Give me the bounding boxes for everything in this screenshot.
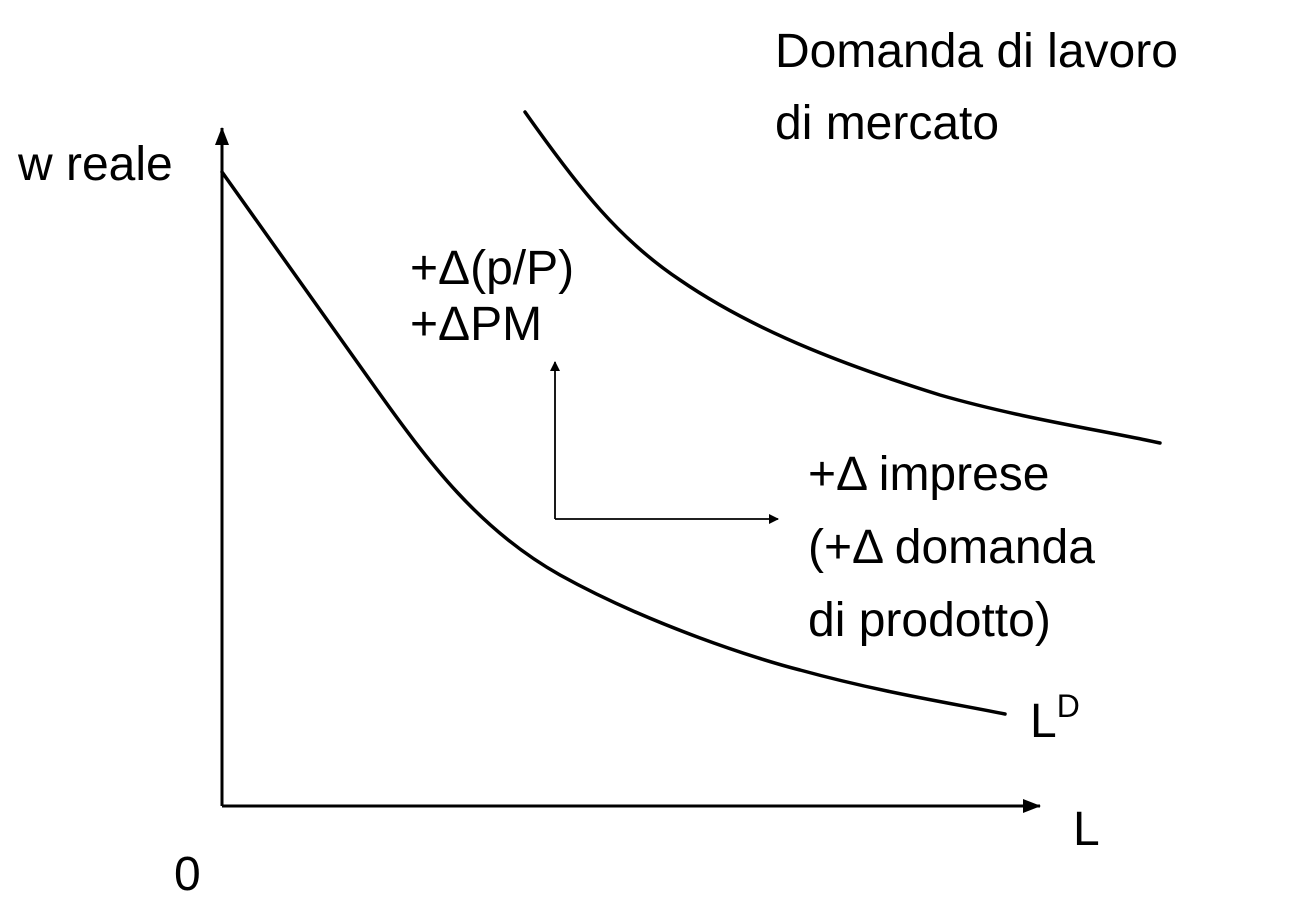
curve-label: LD bbox=[1030, 688, 1080, 748]
title-line: di mercato bbox=[775, 97, 999, 150]
annotation: (+Δ domanda bbox=[808, 521, 1095, 574]
annotation: +ΔPM bbox=[410, 298, 542, 351]
y-axis-label: w reale bbox=[17, 138, 173, 191]
curve-label-main: L bbox=[1030, 695, 1057, 748]
curve-label-superscript: D bbox=[1057, 688, 1080, 724]
origin-label: 0 bbox=[174, 848, 201, 900]
market-demand-curve bbox=[523, 110, 1162, 445]
annotation: +Δ(p/P) bbox=[410, 242, 574, 295]
annotation: di prodotto) bbox=[808, 594, 1051, 647]
x-axis-label: L bbox=[1073, 803, 1100, 856]
annotation: +Δ imprese bbox=[808, 448, 1050, 501]
demand-curve bbox=[220, 170, 1007, 716]
title-line: Domanda di lavoro bbox=[775, 25, 1178, 78]
